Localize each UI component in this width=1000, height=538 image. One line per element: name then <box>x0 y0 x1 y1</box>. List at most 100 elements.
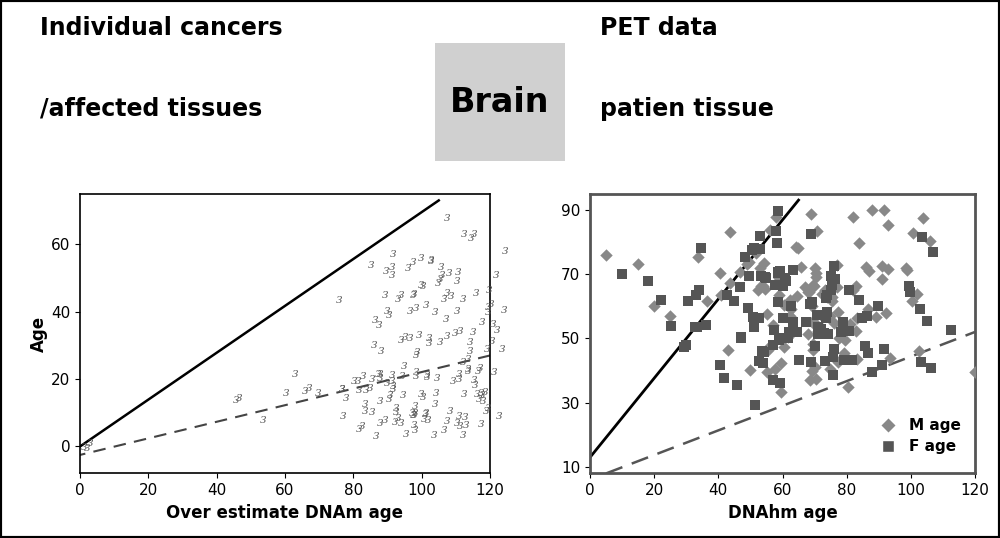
Text: 3: 3 <box>377 397 384 406</box>
Text: 3: 3 <box>377 419 383 428</box>
F age <box>851 295 867 304</box>
F age <box>758 273 774 282</box>
M age <box>768 213 784 221</box>
F age <box>857 342 873 350</box>
Text: 3: 3 <box>455 267 461 277</box>
Text: 3: 3 <box>401 362 408 371</box>
Text: 3: 3 <box>411 410 417 420</box>
Text: 3: 3 <box>470 328 477 337</box>
Text: 3: 3 <box>474 390 481 399</box>
Text: 3: 3 <box>471 230 478 239</box>
F age <box>791 356 807 364</box>
M age <box>909 289 925 298</box>
M age <box>804 366 820 375</box>
F age <box>925 248 941 257</box>
Text: 3: 3 <box>390 250 397 259</box>
Text: 3: 3 <box>403 430 410 440</box>
F age <box>823 272 839 280</box>
F age <box>798 317 814 326</box>
Text: 3: 3 <box>376 322 382 330</box>
Legend: M age, F age: M age, F age <box>867 412 967 460</box>
F age <box>802 300 818 309</box>
M age <box>756 258 772 267</box>
Text: /affected tissues: /affected tissues <box>40 97 262 121</box>
F age <box>825 352 841 361</box>
M age <box>824 296 840 305</box>
Text: 3: 3 <box>398 419 405 428</box>
M age <box>822 312 838 320</box>
F age <box>841 285 857 294</box>
F age <box>732 282 748 291</box>
F age <box>680 296 696 305</box>
Text: 3: 3 <box>343 394 350 402</box>
M age <box>739 259 755 268</box>
Text: 3: 3 <box>355 378 361 386</box>
Text: 3: 3 <box>368 261 375 270</box>
Text: 3: 3 <box>460 358 467 367</box>
M age <box>822 365 838 374</box>
F age <box>783 302 799 310</box>
F age <box>785 318 801 327</box>
Text: 3: 3 <box>413 367 419 377</box>
Text: 3: 3 <box>412 409 419 417</box>
Text: 3: 3 <box>422 410 428 419</box>
F age <box>914 232 930 241</box>
M age <box>761 343 777 351</box>
Text: 3: 3 <box>398 336 405 344</box>
Text: 3: 3 <box>489 337 496 346</box>
F age <box>767 281 783 290</box>
M age <box>864 206 880 214</box>
X-axis label: DNAhm age: DNAhm age <box>728 504 837 522</box>
M age <box>806 282 822 291</box>
Text: 3: 3 <box>444 289 450 298</box>
F age <box>864 368 880 377</box>
Text: 3: 3 <box>467 338 473 347</box>
Text: 3: 3 <box>443 315 449 323</box>
Text: 3: 3 <box>232 395 239 405</box>
F age <box>746 323 762 331</box>
Text: 3: 3 <box>407 334 413 343</box>
Text: 3: 3 <box>410 291 417 300</box>
F age <box>810 329 826 338</box>
Text: 3: 3 <box>479 318 486 327</box>
M age <box>805 339 821 348</box>
M age <box>829 261 845 270</box>
Text: 3: 3 <box>482 387 489 397</box>
Text: 3: 3 <box>465 365 471 373</box>
Text: 3: 3 <box>426 339 432 348</box>
M age <box>824 293 840 301</box>
Text: 3: 3 <box>410 258 416 267</box>
M age <box>805 345 821 354</box>
Text: 3: 3 <box>373 431 380 441</box>
F age <box>676 343 692 352</box>
Text: 3: 3 <box>411 421 418 430</box>
Text: 3: 3 <box>444 332 450 342</box>
Text: 3: 3 <box>392 417 398 427</box>
Text: 3: 3 <box>475 367 482 376</box>
F age <box>640 276 656 285</box>
Text: 3: 3 <box>456 370 462 379</box>
F age <box>919 317 935 325</box>
Text: 3: 3 <box>410 411 417 420</box>
Text: 3: 3 <box>390 382 397 391</box>
M age <box>915 214 931 222</box>
Text: 3: 3 <box>465 367 472 376</box>
M age <box>836 349 852 357</box>
Text: 3: 3 <box>394 414 401 423</box>
Text: 3: 3 <box>389 263 395 272</box>
Text: 3: 3 <box>369 408 376 417</box>
F age <box>756 348 772 357</box>
M age <box>922 237 938 245</box>
Text: 3: 3 <box>441 426 447 435</box>
M age <box>720 346 736 355</box>
M age <box>793 263 809 271</box>
M age <box>662 312 678 320</box>
F age <box>781 328 797 336</box>
F age <box>775 314 791 323</box>
Text: 3: 3 <box>432 308 438 317</box>
M age <box>849 314 865 322</box>
F age <box>741 272 757 280</box>
F age <box>876 345 892 353</box>
M age <box>819 292 835 301</box>
M age <box>807 363 823 371</box>
